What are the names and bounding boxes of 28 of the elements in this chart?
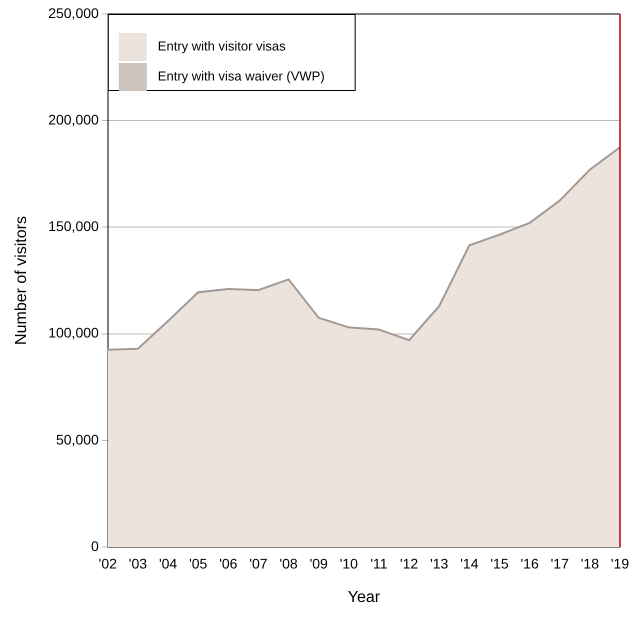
- x-tick-label: '19: [610, 555, 630, 572]
- y-tick-label: 50,000: [56, 431, 100, 448]
- x-tick-label: '13: [430, 555, 449, 572]
- y-axis-title: Number of visitors: [13, 216, 30, 345]
- y-tick-label: 250,000: [48, 4, 100, 21]
- x-tick-label: '18: [580, 555, 600, 572]
- x-tick-label: '09: [310, 555, 328, 572]
- legend-label: Entry with visa waiver (VWP): [158, 68, 325, 84]
- x-tick-label: '15: [490, 555, 509, 572]
- x-tick-label: '10: [340, 555, 358, 572]
- x-tick-label: '05: [189, 555, 208, 572]
- x-tick-label: '04: [158, 555, 178, 572]
- x-tick-label: '14: [460, 555, 479, 572]
- x-tick-label: '02: [98, 555, 118, 572]
- x-tick-label: '16: [520, 555, 539, 572]
- x-tick-label: '03: [128, 555, 148, 572]
- y-tick-label: 200,000: [48, 111, 100, 128]
- x-tick-label: '08: [279, 555, 298, 572]
- x-tick-label: '06: [219, 555, 238, 572]
- legend-label: Entry with visitor visas: [158, 38, 286, 54]
- x-axis-title: Year: [348, 588, 381, 606]
- y-tick-label: 100,000: [48, 324, 100, 341]
- x-tick-label: '17: [550, 555, 570, 572]
- y-tick-label: 150,000: [48, 218, 100, 234]
- x-tick-label: '07: [249, 555, 268, 572]
- x-tick-label: '12: [400, 555, 418, 572]
- x-tick-label: '11: [370, 555, 388, 572]
- y-tick-label: 0: [91, 538, 100, 554]
